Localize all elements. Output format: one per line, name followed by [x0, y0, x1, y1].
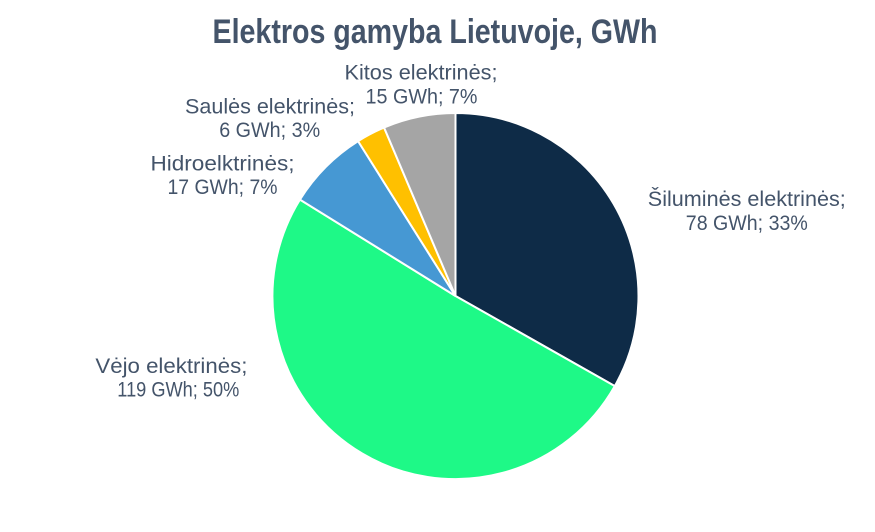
- svg-text:17 GWh; 7%: 17 GWh; 7%: [168, 176, 278, 199]
- svg-text:78 GWh; 33%: 78 GWh; 33%: [686, 212, 808, 235]
- svg-text:6 GWh; 3%: 6 GWh; 3%: [219, 119, 320, 142]
- svg-text:Vėjo elektrinės;: Vėjo elektrinės;: [95, 355, 247, 378]
- svg-text:Hidroelktrinės;: Hidroelktrinės;: [151, 152, 295, 175]
- svg-text:Saulės elektrinės;: Saulės elektrinės;: [185, 95, 355, 118]
- svg-text:Kitos elektrinės;: Kitos elektrinės;: [345, 62, 498, 85]
- svg-text:15 GWh; 7%: 15 GWh; 7%: [366, 85, 478, 108]
- svg-text:Šiluminės elektrinės;: Šiluminės elektrinės;: [648, 188, 846, 211]
- svg-text:119 GWh; 50%: 119 GWh; 50%: [117, 379, 239, 402]
- svg-text:Elektros gamyba Lietuvoje, GWh: Elektros gamyba Lietuvoje, GWh: [213, 13, 658, 51]
